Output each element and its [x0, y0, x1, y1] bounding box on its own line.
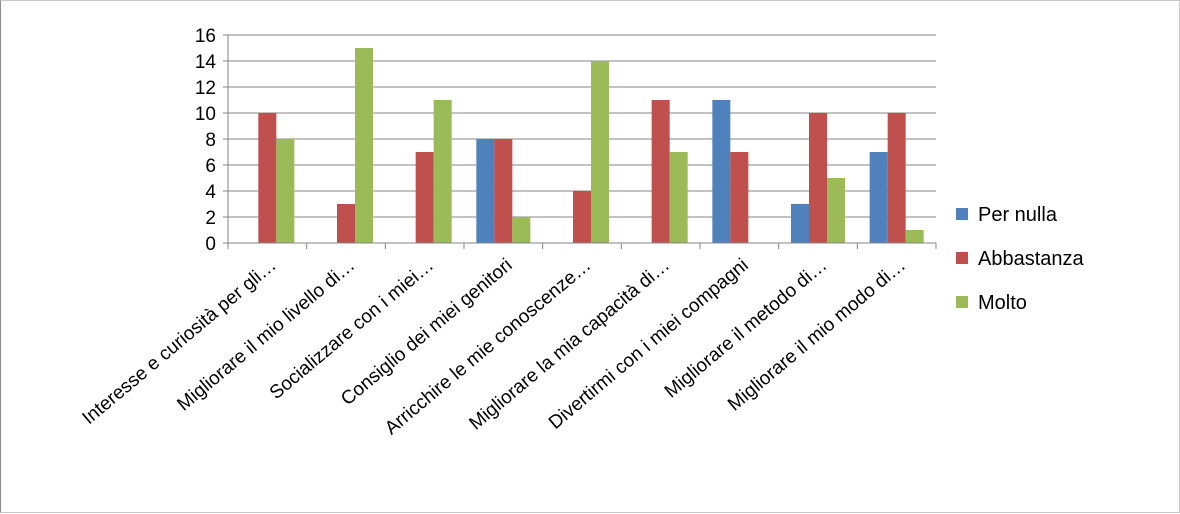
bar-abbastanza [258, 113, 277, 243]
bar-abbastanza [337, 204, 355, 243]
y-tick-label: 2 [205, 208, 216, 229]
y-tick-labels: 0 2 4 6 8 10 12 14 16 [195, 26, 228, 255]
bar-molto [669, 152, 688, 243]
bar-per-nulla [791, 204, 809, 243]
legend-swatch [956, 252, 968, 264]
y-tick-label: 16 [195, 26, 216, 47]
bar-abbastanza [415, 152, 434, 243]
bar-abbastanza [809, 113, 827, 243]
bars [258, 48, 924, 243]
y-tick-label: 6 [205, 156, 216, 177]
bar-abbastanza [730, 152, 749, 243]
y-tick-label: 12 [195, 78, 216, 99]
y-tick-label: 8 [205, 130, 216, 151]
bar-molto [512, 217, 531, 243]
legend-label: Molto [978, 292, 1027, 314]
y-tick-label: 4 [205, 182, 216, 203]
bar-molto [827, 178, 845, 243]
bar-abbastanza [494, 139, 513, 243]
legend-swatch [956, 296, 968, 308]
legend-label: Per nulla [978, 204, 1058, 226]
bar-per-nulla [869, 152, 888, 243]
bar-abbastanza [573, 191, 591, 243]
bar-molto [905, 230, 924, 243]
bar-molto [433, 100, 452, 243]
gridlines [228, 34, 936, 218]
bar-per-nulla [712, 100, 731, 243]
category-labels: Interesse e curiosità per gli…Migliorare… [79, 255, 910, 439]
y-tick-label: 10 [195, 104, 216, 125]
bar-abbastanza [651, 100, 670, 243]
legend-label: Abbastanza [978, 248, 1085, 270]
bar-per-nulla [476, 139, 495, 243]
legend-swatch [956, 208, 968, 220]
bar-molto [355, 48, 373, 243]
y-tick-label: 0 [205, 234, 216, 255]
legend: Per nulla Abbastanza Molto [956, 204, 1085, 314]
bar-molto [591, 61, 609, 243]
y-tick-label: 14 [195, 52, 217, 73]
bar-molto [276, 139, 295, 243]
bar-abbastanza [887, 113, 906, 243]
